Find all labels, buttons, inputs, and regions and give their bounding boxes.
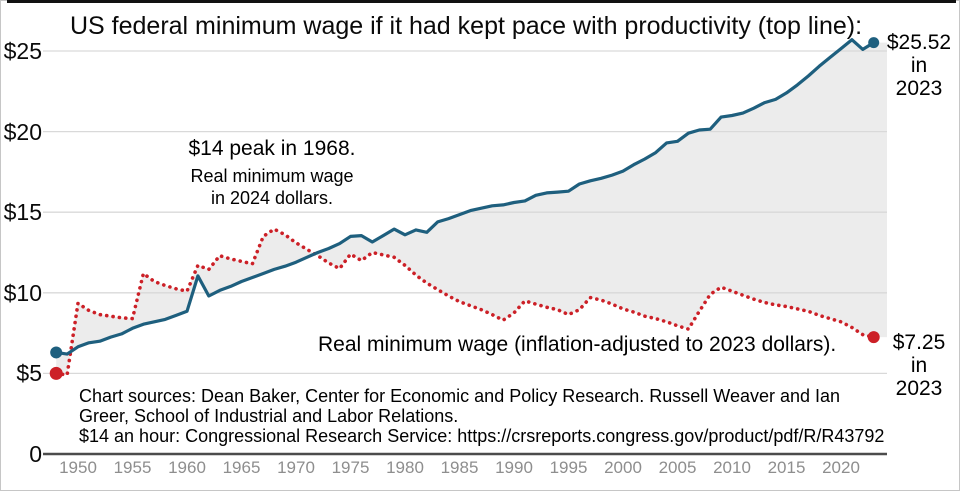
x-axis-tick-label: 1970 [277, 458, 315, 477]
end-value-label-real-wage: $7.25 in 2023 [881, 331, 957, 400]
line-endpoint-dot [50, 346, 63, 359]
end-value-top-year: 2023 [895, 77, 943, 100]
end-value-bottom-amount: $7.25 [892, 331, 946, 354]
peak-annotation-line1: $14 peak in 1968. [188, 137, 356, 160]
line-endpoint-dot [49, 366, 63, 380]
x-axis-tick-label: 1990 [495, 458, 533, 477]
x-axis-tick-label: 2020 [822, 458, 860, 477]
peak-annotation-line2: Real minimum wage [190, 166, 354, 186]
x-axis-tick-label: 1995 [549, 458, 588, 477]
x-axis-tick-label: 2000 [604, 458, 642, 477]
y-axis-tick-label: $10 [3, 279, 42, 306]
end-value-bottom-in: in [910, 354, 928, 377]
sources-line1: Chart sources: Dean Baker, Center for Ec… [79, 386, 841, 406]
real-wage-annotation: Real minimum wage (inflation-adjusted to… [318, 333, 837, 356]
sources-line3: $14 an hour: Congressional Research Serv… [79, 426, 885, 446]
real-wage-line [54, 227, 876, 378]
end-value-top-in: in [910, 54, 928, 77]
productivity-line [55, 38, 875, 356]
end-value-top-amount: $25.52 [886, 31, 952, 54]
peak-annotation-line3: in 2024 dollars. [210, 188, 334, 208]
peak-annotation: $14 peak in 1968. Real minimum wage in 2… [152, 137, 392, 209]
sources-note: Chart sources: Dean Baker, Center for Ec… [79, 386, 884, 446]
window-top-edge-bar [7, 0, 956, 3]
y-axis-tick-label: 0 [29, 441, 42, 467]
x-axis-tick-label: 1955 [113, 458, 152, 477]
sources-line2: Greer, School of Industrial and Labor Re… [79, 406, 459, 426]
x-axis-tick-label: 2005 [658, 458, 697, 477]
fill-between-area [56, 39, 887, 375]
y-axis-tick-label: $5 [16, 360, 42, 387]
end-value-label-productivity: $25.52 in 2023 [881, 31, 957, 100]
x-axis-tick-label: 1975 [331, 458, 370, 477]
x-axis-tick-label: 1960 [168, 458, 206, 477]
x-axis-tick-label: 2015 [767, 458, 806, 477]
x-axis-tick-label: 2010 [713, 458, 751, 477]
end-value-bottom-year: 2023 [895, 377, 943, 400]
y-axis-tick-label: $15 [3, 199, 42, 226]
y-axis-tick-label: $25 [3, 38, 42, 64]
line-endpoint-dot [868, 37, 880, 49]
chart-title: US federal minimum wage if it had kept p… [70, 12, 863, 40]
x-axis-tick-label: 1980 [386, 458, 424, 477]
x-axis-tick-label: 1965 [222, 458, 261, 477]
y-axis-tick-label: $20 [3, 118, 42, 145]
line-endpoint-dot [867, 331, 880, 344]
x-axis-tick-label: 1985 [440, 458, 479, 477]
x-axis-tick-label: 1950 [59, 458, 97, 477]
